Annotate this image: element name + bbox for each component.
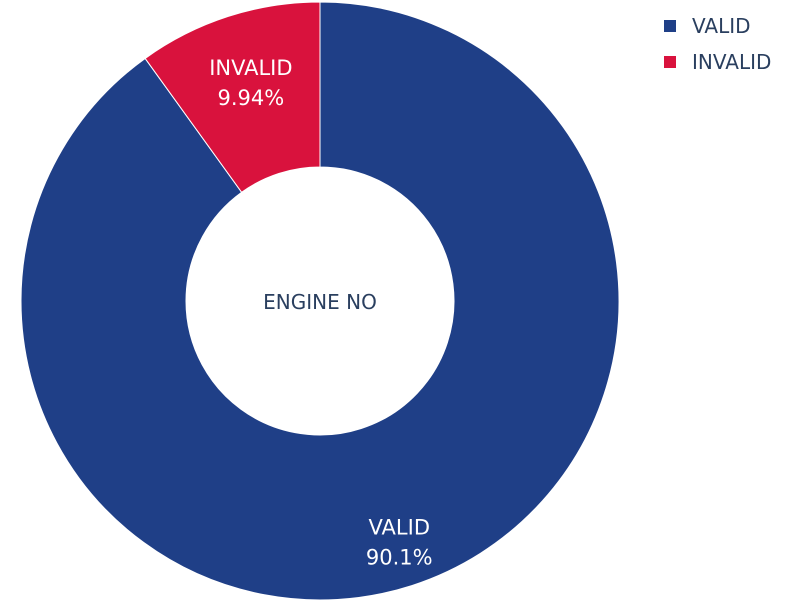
- slice-valid[interactable]: [20, 1, 620, 600]
- chart-legend: VALID INVALID: [664, 8, 771, 80]
- slice-label-invalid: INVALID 9.94%: [209, 56, 292, 110]
- slice-invalid[interactable]: [144, 1, 321, 193]
- legend-label-valid: VALID: [692, 14, 751, 38]
- slice-label-percent-invalid: 9.94%: [218, 86, 285, 110]
- slice-label-percent-valid: 90.1%: [366, 546, 433, 570]
- legend-item-valid[interactable]: VALID: [664, 8, 771, 44]
- legend-swatch-invalid: [664, 56, 676, 68]
- slice-label-name-valid: VALID: [369, 516, 430, 540]
- legend-label-invalid: INVALID: [692, 50, 772, 74]
- slices-group: [20, 1, 620, 600]
- slice-label-valid: VALID 90.1%: [366, 516, 433, 570]
- donut-center-label: ENGINE NO: [263, 290, 377, 314]
- legend-item-invalid[interactable]: INVALID: [664, 44, 771, 80]
- legend-swatch-valid: [664, 20, 676, 32]
- slice-labels-group: VALID 90.1% INVALID 9.94%: [209, 56, 432, 570]
- slice-label-name-invalid: INVALID: [209, 56, 292, 80]
